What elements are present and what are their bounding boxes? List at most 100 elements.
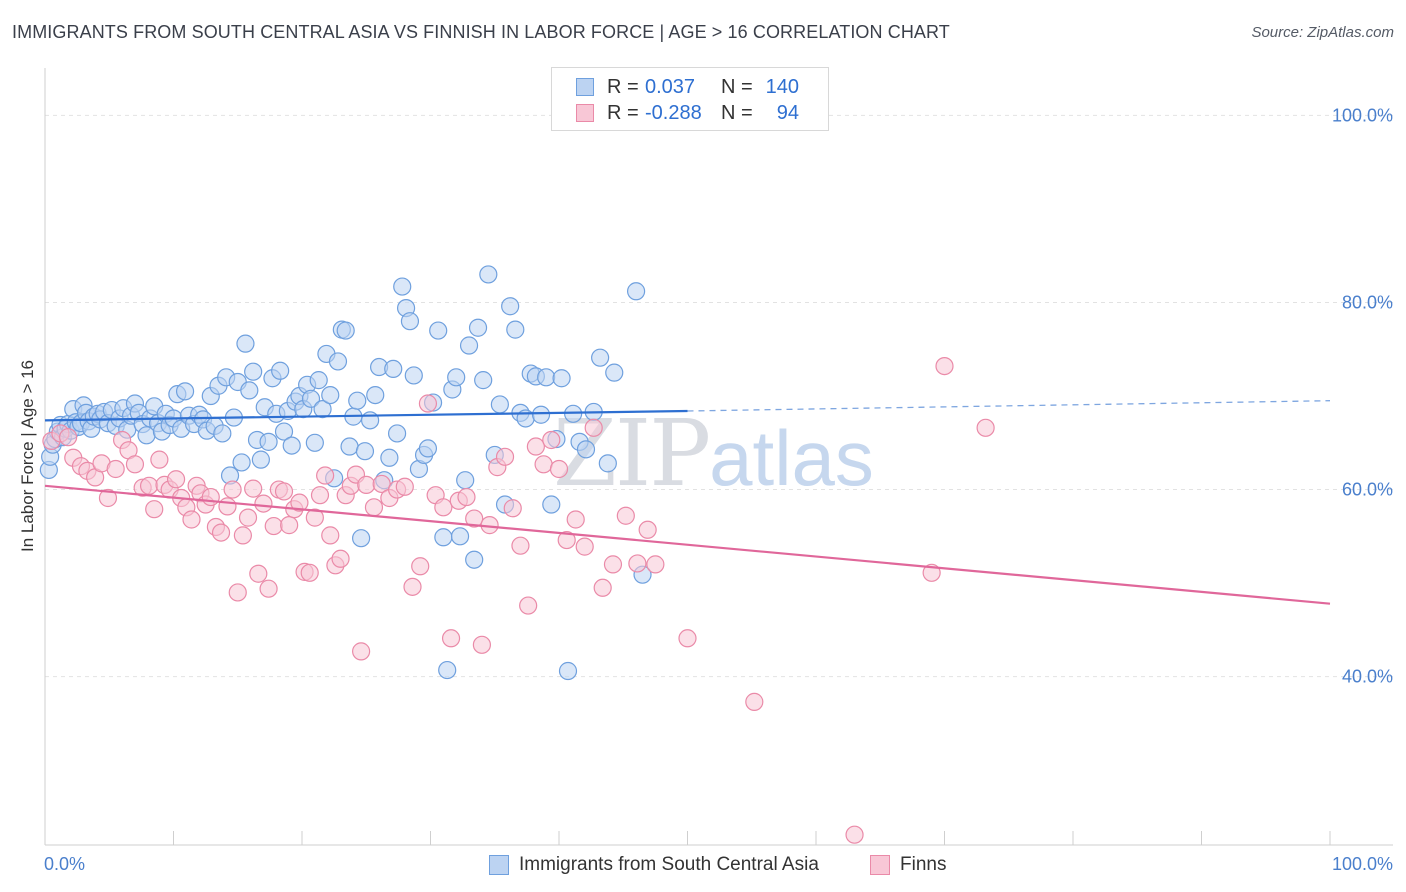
scatter-point	[403, 577, 422, 596]
scatter-point	[384, 359, 403, 378]
scatter-point	[331, 549, 350, 568]
scatter-point	[240, 381, 259, 400]
scatter-point	[552, 369, 571, 388]
scatter-point	[244, 362, 263, 381]
y-tick-label: 40.0%	[1342, 667, 1393, 687]
scatter-point	[393, 277, 412, 296]
scatter-point	[305, 433, 324, 452]
scatter-point	[404, 366, 423, 385]
scatter-point	[976, 418, 995, 437]
bottom-legend-immigrants: Immigrants from South Central Asia	[489, 852, 819, 878]
x-tick-label: 100.0%	[1332, 854, 1393, 874]
scatter-point	[232, 453, 251, 472]
scatter-point	[456, 471, 475, 490]
bottom-legend-swatch-blue	[489, 855, 509, 875]
scatter-point	[145, 500, 164, 519]
scatter-point	[59, 428, 78, 447]
scatter-point	[309, 371, 328, 390]
trend-line-finns	[44, 484, 1331, 605]
scatter-point	[98, 488, 118, 508]
scatter-point	[542, 430, 561, 450]
scatter-point	[213, 424, 232, 443]
scatter-point	[244, 479, 263, 498]
scatter-point	[236, 334, 255, 353]
scatter-point	[576, 440, 596, 459]
scatter-point	[348, 391, 367, 410]
scatter-point	[626, 282, 646, 301]
scatter-point	[251, 450, 270, 469]
scatter-point	[316, 466, 335, 485]
scatter-point	[355, 442, 375, 461]
y-tick-label: 60.0%	[1342, 480, 1393, 500]
scatter-point	[845, 825, 864, 844]
scatter-point	[557, 530, 576, 550]
scatter-point	[459, 336, 479, 355]
scatter-point	[593, 578, 612, 597]
scatter-point	[616, 506, 635, 525]
scatter-point	[438, 660, 457, 680]
scatter-point	[211, 523, 231, 542]
scatter-point	[125, 455, 145, 474]
chart-title: IMMIGRANTS FROM SOUTH CENTRAL ASIA VS FI…	[12, 22, 950, 42]
legend-r-label: R =	[607, 101, 639, 124]
scatter-point	[575, 537, 594, 556]
bottom-legend-label: Finns	[900, 854, 947, 875]
legend-r-label: R =	[607, 75, 639, 98]
scatter-point	[603, 555, 623, 574]
scatter-point	[282, 436, 301, 455]
scatter-point	[465, 550, 484, 569]
scatter-point	[228, 583, 247, 602]
scatter-point	[503, 499, 522, 518]
scatter-point	[418, 394, 438, 413]
scatter-point	[537, 368, 556, 387]
correlation-legend: R = 0.037 N = 140 R = -0.288 N = 94	[551, 67, 829, 131]
scatter-point	[274, 482, 294, 501]
scatter-point	[434, 498, 453, 517]
scatter-point	[495, 447, 515, 466]
legend-swatch-pink	[576, 104, 594, 122]
scatter-point	[313, 400, 332, 419]
scatter-point	[678, 629, 697, 648]
scatter-point	[364, 498, 384, 517]
scatter-point	[340, 437, 359, 456]
scatter-point	[395, 477, 414, 496]
scatter-point	[175, 382, 195, 401]
scatter-point	[249, 564, 268, 583]
scatter-point	[387, 424, 407, 443]
trend-line-immigrants-projection	[687, 400, 1331, 412]
scatter-point	[628, 554, 647, 573]
scatter-point	[511, 536, 530, 555]
scatter-point	[558, 661, 578, 681]
legend-n-value: 94	[776, 101, 799, 124]
scatter-point	[534, 455, 553, 474]
scatter-point	[182, 510, 201, 529]
scatter-point	[352, 529, 371, 548]
scatter-point	[584, 418, 603, 437]
trend-line-immigrants	[44, 409, 688, 422]
scatter-point	[474, 371, 493, 390]
scatter-point	[223, 480, 242, 499]
scatter-point	[745, 692, 764, 711]
scatter-point	[506, 320, 525, 339]
scatter-point	[542, 495, 561, 514]
scatter-point	[441, 629, 461, 648]
watermark-atlas: atlas	[709, 414, 874, 502]
scatter-point	[638, 520, 657, 539]
scatter-point	[598, 454, 617, 473]
scatter-point	[305, 508, 324, 527]
scatter-point	[336, 321, 355, 340]
scatter-point	[472, 635, 491, 654]
scatter-point	[321, 526, 340, 545]
scatter-point	[274, 422, 294, 441]
x-tick-label: 0.0%	[44, 854, 85, 874]
scatter-point	[328, 352, 348, 371]
scatter-point	[357, 475, 376, 494]
scatter-point	[531, 405, 551, 424]
scatter-point	[519, 596, 538, 615]
scatter-point	[150, 450, 169, 469]
scatter-point	[259, 432, 278, 451]
legend-n-label: N =	[721, 75, 753, 98]
scatter-point	[380, 448, 399, 467]
scatter-point	[352, 642, 371, 661]
scatter-point	[259, 579, 278, 598]
